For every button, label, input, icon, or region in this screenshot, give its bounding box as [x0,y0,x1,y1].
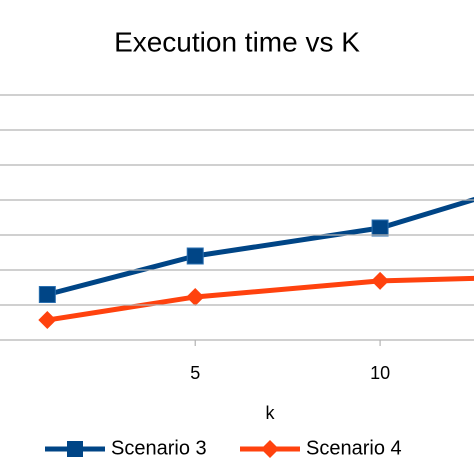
data-point [38,311,57,330]
x-axis-label: k [266,403,276,423]
plot-area [38,196,474,330]
data-point [38,286,56,303]
series-line [46,275,474,323]
data-point [186,247,204,265]
x-tick-label: 10 [370,363,390,383]
legend-marker [261,440,279,458]
legend: Scenario 3 Scenario 4 [45,437,402,459]
data-point [371,219,389,237]
series-line [46,196,474,297]
chart-title: Execution time vs K [114,26,360,57]
data-point [371,271,390,290]
legend-marker [67,441,83,457]
legend-label: Scenario 4 [306,437,402,459]
data-point [186,287,205,306]
legend-label: Scenario 3 [111,437,207,459]
x-tick-label: 5 [190,363,200,383]
